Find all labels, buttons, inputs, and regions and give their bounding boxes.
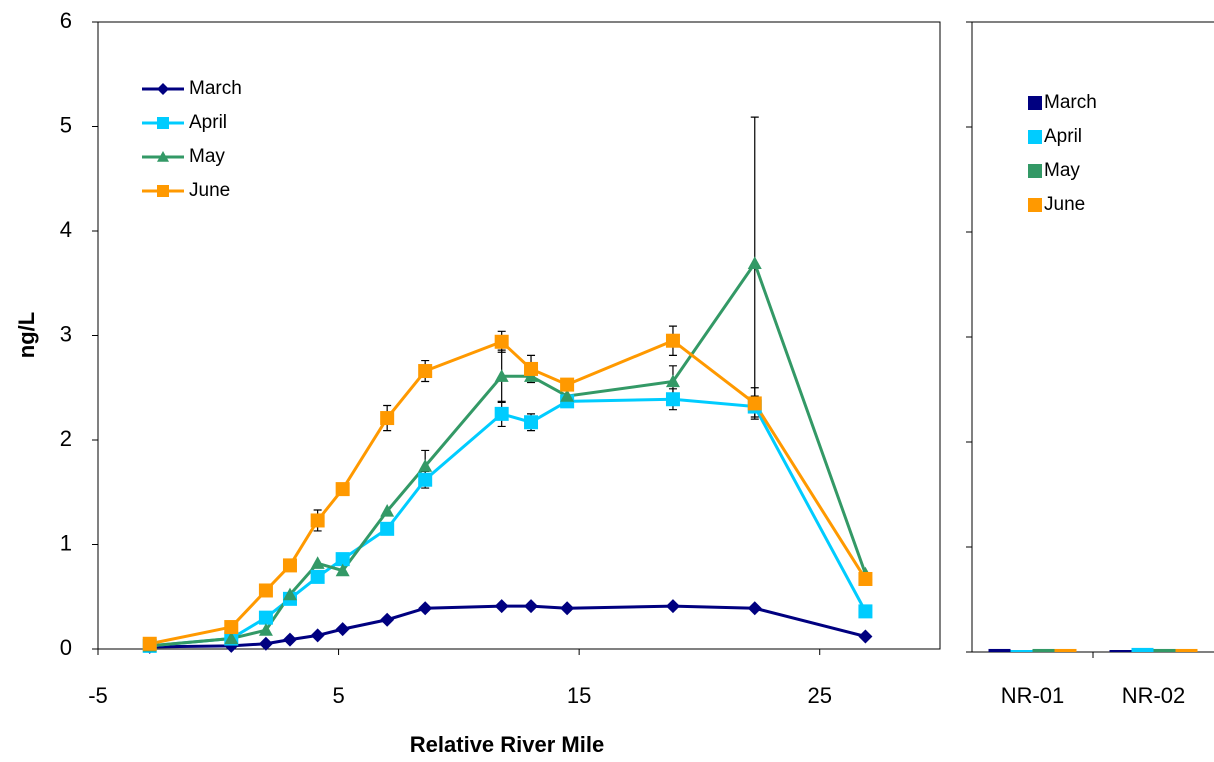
marker bbox=[157, 83, 169, 95]
series-line bbox=[149, 260, 867, 648]
y-tick-label: 0 bbox=[60, 635, 72, 660]
marker bbox=[310, 556, 325, 569]
x-tick-label: 25 bbox=[807, 683, 831, 708]
marker bbox=[157, 185, 169, 197]
marker bbox=[494, 334, 509, 349]
y-tick-label: 6 bbox=[60, 8, 72, 33]
marker bbox=[418, 472, 433, 487]
x-tick-label: 15 bbox=[567, 683, 591, 708]
marker bbox=[665, 333, 680, 348]
x-tick-label: NR-01 bbox=[1001, 683, 1065, 708]
series-line bbox=[149, 339, 867, 646]
x-tick-label: 5 bbox=[332, 683, 344, 708]
bar bbox=[1131, 647, 1154, 652]
legend-label: March bbox=[1044, 92, 1097, 113]
legend-label: April bbox=[189, 112, 227, 133]
x-axis-label: Relative River Mile bbox=[410, 732, 604, 757]
legend-swatch bbox=[1028, 130, 1042, 144]
legend-swatch bbox=[1028, 164, 1042, 178]
marker bbox=[418, 601, 433, 616]
marker bbox=[665, 392, 680, 407]
marker bbox=[335, 563, 350, 577]
marker bbox=[418, 364, 433, 379]
bar bbox=[1010, 650, 1033, 652]
legend-swatch bbox=[1028, 198, 1042, 212]
marker bbox=[224, 631, 239, 645]
bar bbox=[988, 648, 1011, 652]
legend-label: June bbox=[189, 180, 230, 201]
marker bbox=[258, 610, 273, 625]
marker bbox=[665, 374, 680, 388]
marker bbox=[560, 377, 575, 392]
legend-label: March bbox=[189, 78, 242, 99]
marker bbox=[524, 361, 539, 376]
marker bbox=[282, 587, 297, 601]
y-tick-label: 4 bbox=[60, 217, 72, 242]
marker bbox=[310, 513, 325, 528]
marker bbox=[310, 569, 325, 584]
legend-label: June bbox=[1044, 194, 1085, 215]
marker bbox=[258, 623, 273, 636]
x-tick-label: NR-02 bbox=[1122, 683, 1186, 708]
marker bbox=[157, 117, 169, 129]
marker bbox=[380, 504, 395, 517]
marker bbox=[524, 599, 539, 614]
bar bbox=[1175, 648, 1198, 652]
legend-label: April bbox=[1044, 126, 1082, 147]
y-tick-label: 5 bbox=[60, 112, 72, 137]
marker bbox=[335, 622, 350, 637]
marker bbox=[747, 256, 762, 269]
bar bbox=[1032, 648, 1055, 652]
bar bbox=[1109, 650, 1132, 652]
marker bbox=[858, 571, 873, 586]
legend-swatch bbox=[1028, 96, 1042, 110]
marker bbox=[157, 151, 169, 162]
marker bbox=[258, 636, 273, 651]
marker bbox=[665, 599, 680, 614]
marker bbox=[142, 636, 157, 651]
marker bbox=[418, 459, 433, 472]
marker bbox=[282, 558, 297, 573]
marker bbox=[380, 521, 395, 536]
marker bbox=[494, 369, 509, 382]
marker bbox=[524, 415, 539, 430]
y-tick-label: 1 bbox=[60, 530, 72, 555]
bar bbox=[1054, 648, 1077, 652]
marker bbox=[858, 629, 873, 644]
series-line bbox=[149, 604, 866, 649]
y-axis-label: ng/L bbox=[14, 312, 39, 358]
marker bbox=[560, 389, 575, 402]
marker bbox=[310, 628, 325, 643]
marker bbox=[494, 406, 509, 421]
marker bbox=[380, 612, 395, 627]
marker bbox=[380, 411, 395, 426]
marker bbox=[335, 482, 350, 497]
marker bbox=[282, 632, 297, 647]
y-tick-label: 2 bbox=[60, 426, 72, 451]
marker bbox=[224, 620, 239, 635]
y-tick-label: 3 bbox=[60, 321, 72, 346]
legend-label: May bbox=[1044, 160, 1080, 181]
marker bbox=[560, 601, 575, 616]
marker bbox=[747, 601, 762, 616]
marker bbox=[747, 396, 762, 411]
marker bbox=[258, 583, 273, 598]
bar bbox=[1153, 648, 1176, 652]
marker bbox=[335, 552, 350, 567]
legend-label: May bbox=[189, 146, 225, 167]
marker bbox=[858, 604, 873, 619]
marker bbox=[494, 599, 509, 614]
x-tick-label: -5 bbox=[88, 683, 108, 708]
